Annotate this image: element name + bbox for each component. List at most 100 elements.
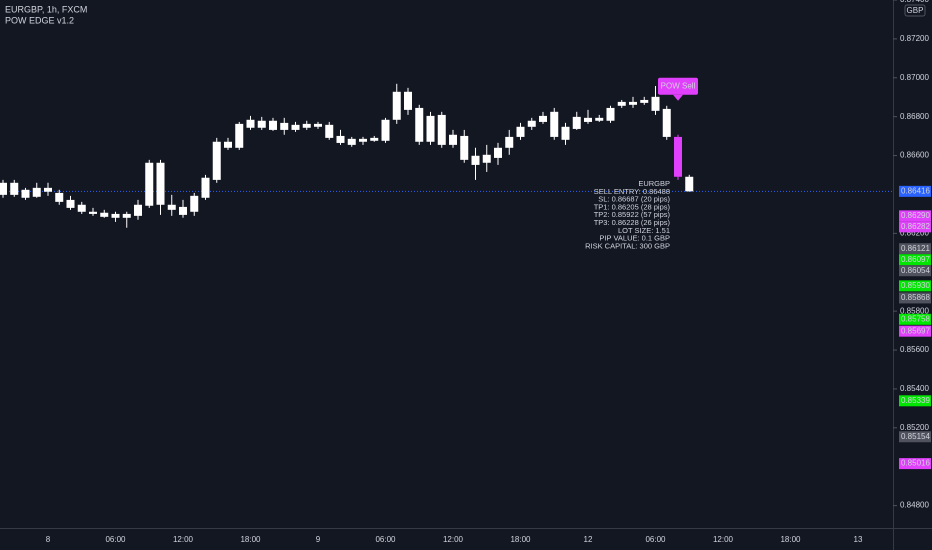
- candle-body: [201, 177, 210, 198]
- price-label-box: [899, 458, 931, 470]
- candle-body: [381, 119, 390, 141]
- candle-body: [617, 101, 626, 106]
- chart-title: EURGBP, 1h, FXCM: [5, 4, 87, 14]
- y-tick-label: 0.87200: [900, 34, 929, 43]
- y-tick-label: 0.87400: [900, 0, 929, 4]
- candle-body: [516, 126, 525, 137]
- y-tick-label: 0.86600: [900, 151, 929, 160]
- candle-body: [0, 182, 7, 195]
- candle-body: [314, 123, 322, 127]
- x-tick-label: 13: [854, 535, 863, 544]
- price-label: 0.85697: [901, 326, 930, 335]
- candle-body: [426, 115, 435, 142]
- x-tick-label: 18:00: [240, 535, 261, 544]
- candle-body: [415, 107, 424, 142]
- y-tick-label: 0.85800: [900, 306, 929, 315]
- candle-body: [662, 108, 671, 137]
- info-line: LOT SIZE: 1.51: [618, 226, 670, 235]
- price-label: 0.85154: [901, 432, 930, 441]
- price-label-box: [899, 265, 931, 277]
- candle-body: [179, 206, 187, 215]
- candle-body: [246, 119, 255, 128]
- candle-body: [77, 204, 86, 212]
- candle-body: [32, 187, 41, 197]
- price-label-box: [899, 210, 931, 222]
- candle-body: [561, 126, 570, 140]
- candle-body: [460, 135, 469, 160]
- x-tick-label: 06:00: [105, 535, 126, 544]
- candle-body: [44, 187, 52, 192]
- x-tick-label: 8: [46, 535, 51, 544]
- candle-body: [291, 124, 300, 130]
- candle-body: [224, 141, 232, 148]
- price-label-box: [899, 431, 931, 443]
- info-line: TP2: 0.85922 (57 pips): [594, 210, 671, 219]
- candle-body: [437, 114, 446, 145]
- x-tick-label: 06:00: [645, 535, 666, 544]
- price-label-box: [899, 292, 931, 304]
- info-line: SL: 0.86687 (20 pips): [598, 195, 670, 204]
- y-tick-label: 0.86800: [900, 112, 929, 121]
- candle-body: [190, 195, 199, 212]
- y-tick-label: 0.85200: [900, 423, 929, 432]
- info-line: TP1: 0.86205 (28 pips): [594, 202, 671, 211]
- info-line: SELL ENTRY: 0.86488: [594, 187, 670, 196]
- y-tick-label: 0.84800: [900, 501, 929, 510]
- x-tick-label: 9: [316, 535, 321, 544]
- candle-body: [280, 122, 289, 130]
- candle-body: [674, 136, 682, 177]
- price-label-box: [899, 313, 931, 325]
- candle-body: [359, 138, 367, 142]
- candle-body: [449, 134, 457, 145]
- candle-body: [572, 116, 581, 129]
- candle-body: [257, 120, 266, 128]
- x-tick-label: 12: [584, 535, 593, 544]
- candle-body: [471, 155, 480, 165]
- candle-body: [640, 99, 649, 103]
- info-line: PIP VALUE: 0.1 GBP: [599, 234, 670, 243]
- candle-body: [167, 204, 176, 210]
- price-label: 0.85339: [901, 396, 930, 405]
- price-label: 0.85868: [901, 293, 930, 302]
- x-tick-label: 12:00: [173, 535, 194, 544]
- candle-body: [89, 211, 97, 214]
- candle-body: [156, 162, 165, 205]
- price-label-box: [899, 325, 931, 337]
- candle-body: [527, 120, 536, 127]
- price-label: 0.86282: [901, 222, 930, 231]
- x-tick-label: 12:00: [443, 535, 464, 544]
- candle-body: [212, 141, 221, 180]
- candle-body: [550, 111, 559, 137]
- y-tick-label: 0.86200: [900, 228, 929, 237]
- signal-text: POW Sell: [661, 81, 696, 90]
- signal-box: [658, 77, 698, 95]
- last-price-label: 0.86416: [901, 186, 930, 195]
- candle-body: [134, 204, 142, 216]
- candle-body: [55, 192, 64, 202]
- candle-body: [235, 123, 244, 148]
- candle-body: [392, 91, 401, 120]
- candle-body: [21, 189, 30, 198]
- indicator-name: POW EDGE v1.2: [5, 15, 74, 25]
- price-label: 0.85016: [901, 459, 930, 468]
- price-label: 0.85930: [901, 281, 930, 290]
- info-line: EURGBP: [638, 179, 670, 188]
- signal-arrow: [673, 94, 683, 101]
- candle-body: [584, 117, 592, 122]
- candle-body: [651, 96, 660, 111]
- price-label: 0.86054: [901, 266, 930, 275]
- x-tick-label: 18:00: [780, 535, 801, 544]
- candle-body: [347, 138, 356, 145]
- price-label: 0.86121: [901, 244, 930, 253]
- x-tick-label: 06:00: [375, 535, 396, 544]
- candle-body: [66, 199, 75, 208]
- price-label: 0.85758: [901, 314, 930, 323]
- candle-body: [685, 176, 694, 192]
- candle-body: [370, 137, 379, 141]
- x-tick-label: 12:00: [713, 535, 734, 544]
- last-price-label-box: [899, 185, 931, 197]
- price-label-box: [899, 221, 931, 233]
